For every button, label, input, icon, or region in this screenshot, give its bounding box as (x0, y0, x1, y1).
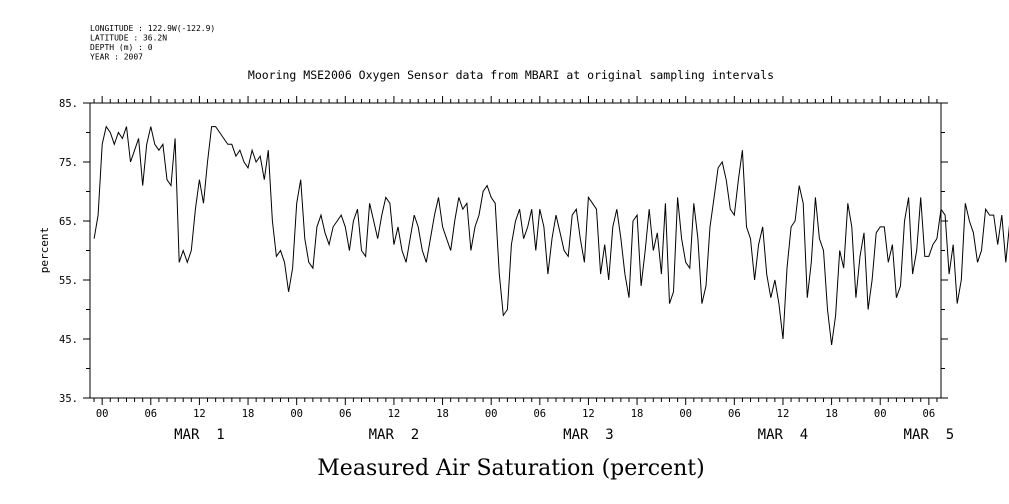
series-line (93, 125, 1009, 345)
y-tick-label: 45. (59, 334, 78, 346)
x-tick-label: 06 (533, 408, 546, 420)
x-tick-label: 06 (728, 408, 741, 420)
x-tick-label: 00 (290, 408, 303, 420)
x-axis-label: Measured Air Saturation (percent) (317, 456, 704, 481)
year-text: YEAR : 2007 (90, 53, 143, 62)
x-tick-label: 06 (339, 408, 352, 420)
x-day-label: MAR 1 (174, 427, 225, 443)
y-axis: 35. 45. 55. 65. 75. 85. (59, 98, 948, 405)
x-tick-label: 18 (825, 408, 838, 420)
longitude-text: LONGITUDE : 122.9W(-122.9) (90, 24, 215, 33)
x-tick-label: 06 (144, 408, 157, 420)
x-tick-label: 00 (485, 408, 498, 420)
x-day-label: MAR 3 (563, 427, 614, 443)
latitude-text: LATITUDE : 36.2N (90, 34, 167, 43)
y-tick-label: 65. (59, 216, 78, 228)
plot-frame (89, 102, 942, 399)
x-day-label: MAR 4 (758, 427, 809, 443)
x-tick-label: 12 (193, 408, 206, 420)
x-tick-label: 12 (777, 408, 790, 420)
x-axis: 00 06 12 18 00 06 12 18 00 06 12 18 00 06 12 18 00 06 MAR … (93, 96, 955, 443)
x-tick-label: 18 (631, 408, 644, 420)
x-day-label: MAR 2 (369, 427, 420, 443)
x-tick-label: 18 (436, 408, 449, 420)
y-tick-label: 85. (59, 98, 78, 110)
x-tick-label: 12 (388, 408, 401, 420)
depth-text: DEPTH (m) : 0 (90, 43, 153, 52)
y-tick-label: 75. (59, 157, 78, 169)
chart-title: Mooring MSE2006 Oxygen Sensor data from … (248, 68, 774, 82)
y-tick-label: 55. (59, 275, 78, 287)
x-tick-label: 06 (923, 408, 936, 420)
series-layer (93, 125, 1009, 345)
x-day-label: MAR 5 (904, 427, 955, 443)
y-axis-label: percent (38, 227, 51, 273)
y-tick-label: 35. (59, 393, 78, 405)
x-tick-label: 18 (242, 408, 255, 420)
x-tick-label: 00 (874, 408, 887, 420)
x-tick-label: 00 (679, 408, 692, 420)
x-tick-label: 12 (582, 408, 595, 420)
x-tick-label: 00 (96, 408, 109, 420)
